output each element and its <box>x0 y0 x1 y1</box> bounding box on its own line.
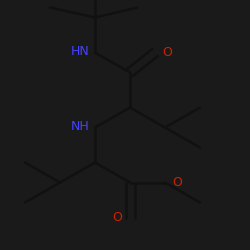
Text: NH: NH <box>71 120 90 133</box>
Text: O: O <box>112 211 122 224</box>
Text: O: O <box>162 46 172 59</box>
Text: HN: HN <box>71 45 90 58</box>
Text: O: O <box>172 176 182 189</box>
